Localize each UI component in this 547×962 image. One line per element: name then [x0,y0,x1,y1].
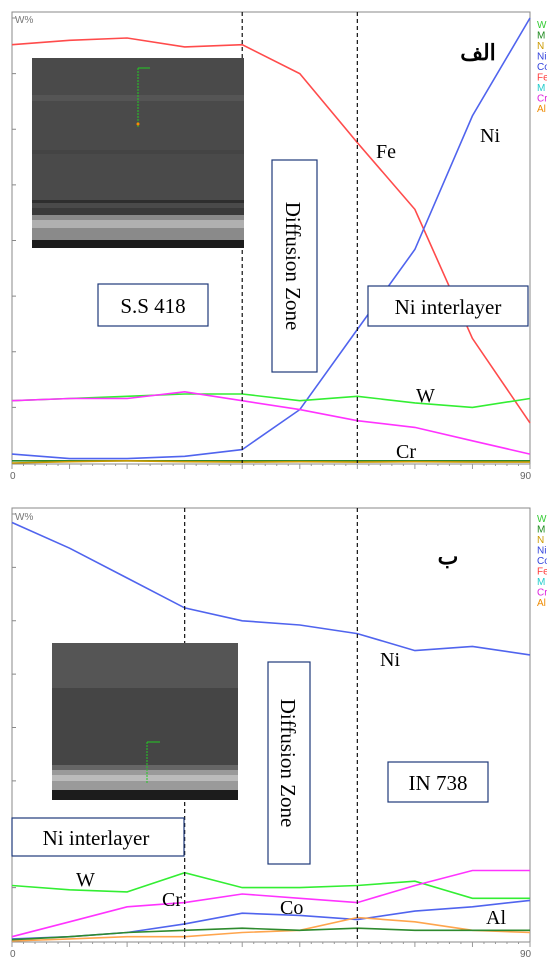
series-layer [11,521,531,942]
legend-stub-entry: M [537,577,545,588]
ni-interlayer-label: Ni interlayer [43,826,150,850]
legend-stub-entry: N [537,535,544,546]
x-start-label: 0 [10,949,16,960]
series-line-cr [11,869,530,938]
w-label: W [416,385,435,407]
series-line-cr [11,390,531,455]
in738-label: IN 738 [409,771,468,795]
x-end-label: 90 [520,949,532,960]
legend-stub-entry: N [537,41,544,52]
chart-top: W% 0 90 WMNNiCoFeMCrAl S.S 418 Diffusion… [10,11,547,482]
series-line-ni [11,17,531,460]
al-label: Al [486,907,506,929]
x-end-label: 90 [520,471,532,482]
in738-box [387,761,489,803]
series-line-fe [11,37,531,424]
series-line-w [11,871,530,900]
legend-stub: WMNNiCoFeMCrAl [537,514,547,609]
legend-stub-entry: Cr [537,588,547,599]
cr-label: Cr [162,889,182,911]
legend-stub-entry: Co [537,556,547,567]
fe-label: Fe [376,141,396,163]
ni-interlayer-box [367,285,529,327]
diffusion-zone-box [267,661,311,865]
ni-interlayer-label: Ni interlayer [395,295,502,319]
legend-stub-entry: W [537,20,547,31]
y-ticks [12,17,16,408]
x-ticks [11,942,531,947]
legend-stub-entry: M [537,31,545,42]
y-axis-label: W% [15,512,33,523]
ss418-box [97,283,209,327]
cr-label: Cr [396,441,416,463]
diffusion-zone-label: Diffusion Zone [281,202,305,331]
series-line-ni [11,521,531,656]
legend-stub-entry: Fe [537,73,547,84]
chart-title: ب [438,544,459,569]
legend-stub-entry: Ni [537,52,546,63]
w-label: W [76,869,95,891]
y-axis-label: W% [15,15,33,26]
zone-dividers [184,508,358,941]
legend-stub-entry: Al [537,598,546,609]
ss418-label: S.S 418 [120,294,185,318]
legend-stub-entry: M [537,525,545,536]
legend-stub-entry: Co [537,62,547,73]
legend-stub: WMNNiCoFeMCrAl [537,20,547,115]
legend-stub-entry: Cr [537,94,547,105]
diffusion-zone-box [271,159,318,373]
legend-stub-entry: Ni [537,546,546,557]
co-label: Co [280,897,303,919]
x-ticks [11,464,531,469]
sem-micrograph [32,58,244,248]
series-line-al [11,916,531,942]
legend-stub-entry: W [537,514,547,525]
series-line-minor-5 [11,927,530,941]
series-line-minor-5 [11,459,530,464]
chart-bottom: W% 0 90 WMNNiCoFeMCrAl Diffusion Zone IN… [10,507,547,960]
chart-title: الف [460,40,496,65]
sem-micrograph [52,643,238,800]
ni-label: Ni [480,125,500,147]
series-layer [11,17,531,464]
x-start-label: 0 [10,471,16,482]
legend-stub-entry: Al [537,104,546,115]
legend-stub-entry: Fe [537,567,547,578]
series-line-w [11,393,531,409]
diffusion-zone-label: Diffusion Zone [276,699,300,828]
legend-stub-entry: M [537,83,545,94]
ni-label: Ni [380,649,400,671]
ni-interlayer-box [11,817,185,857]
